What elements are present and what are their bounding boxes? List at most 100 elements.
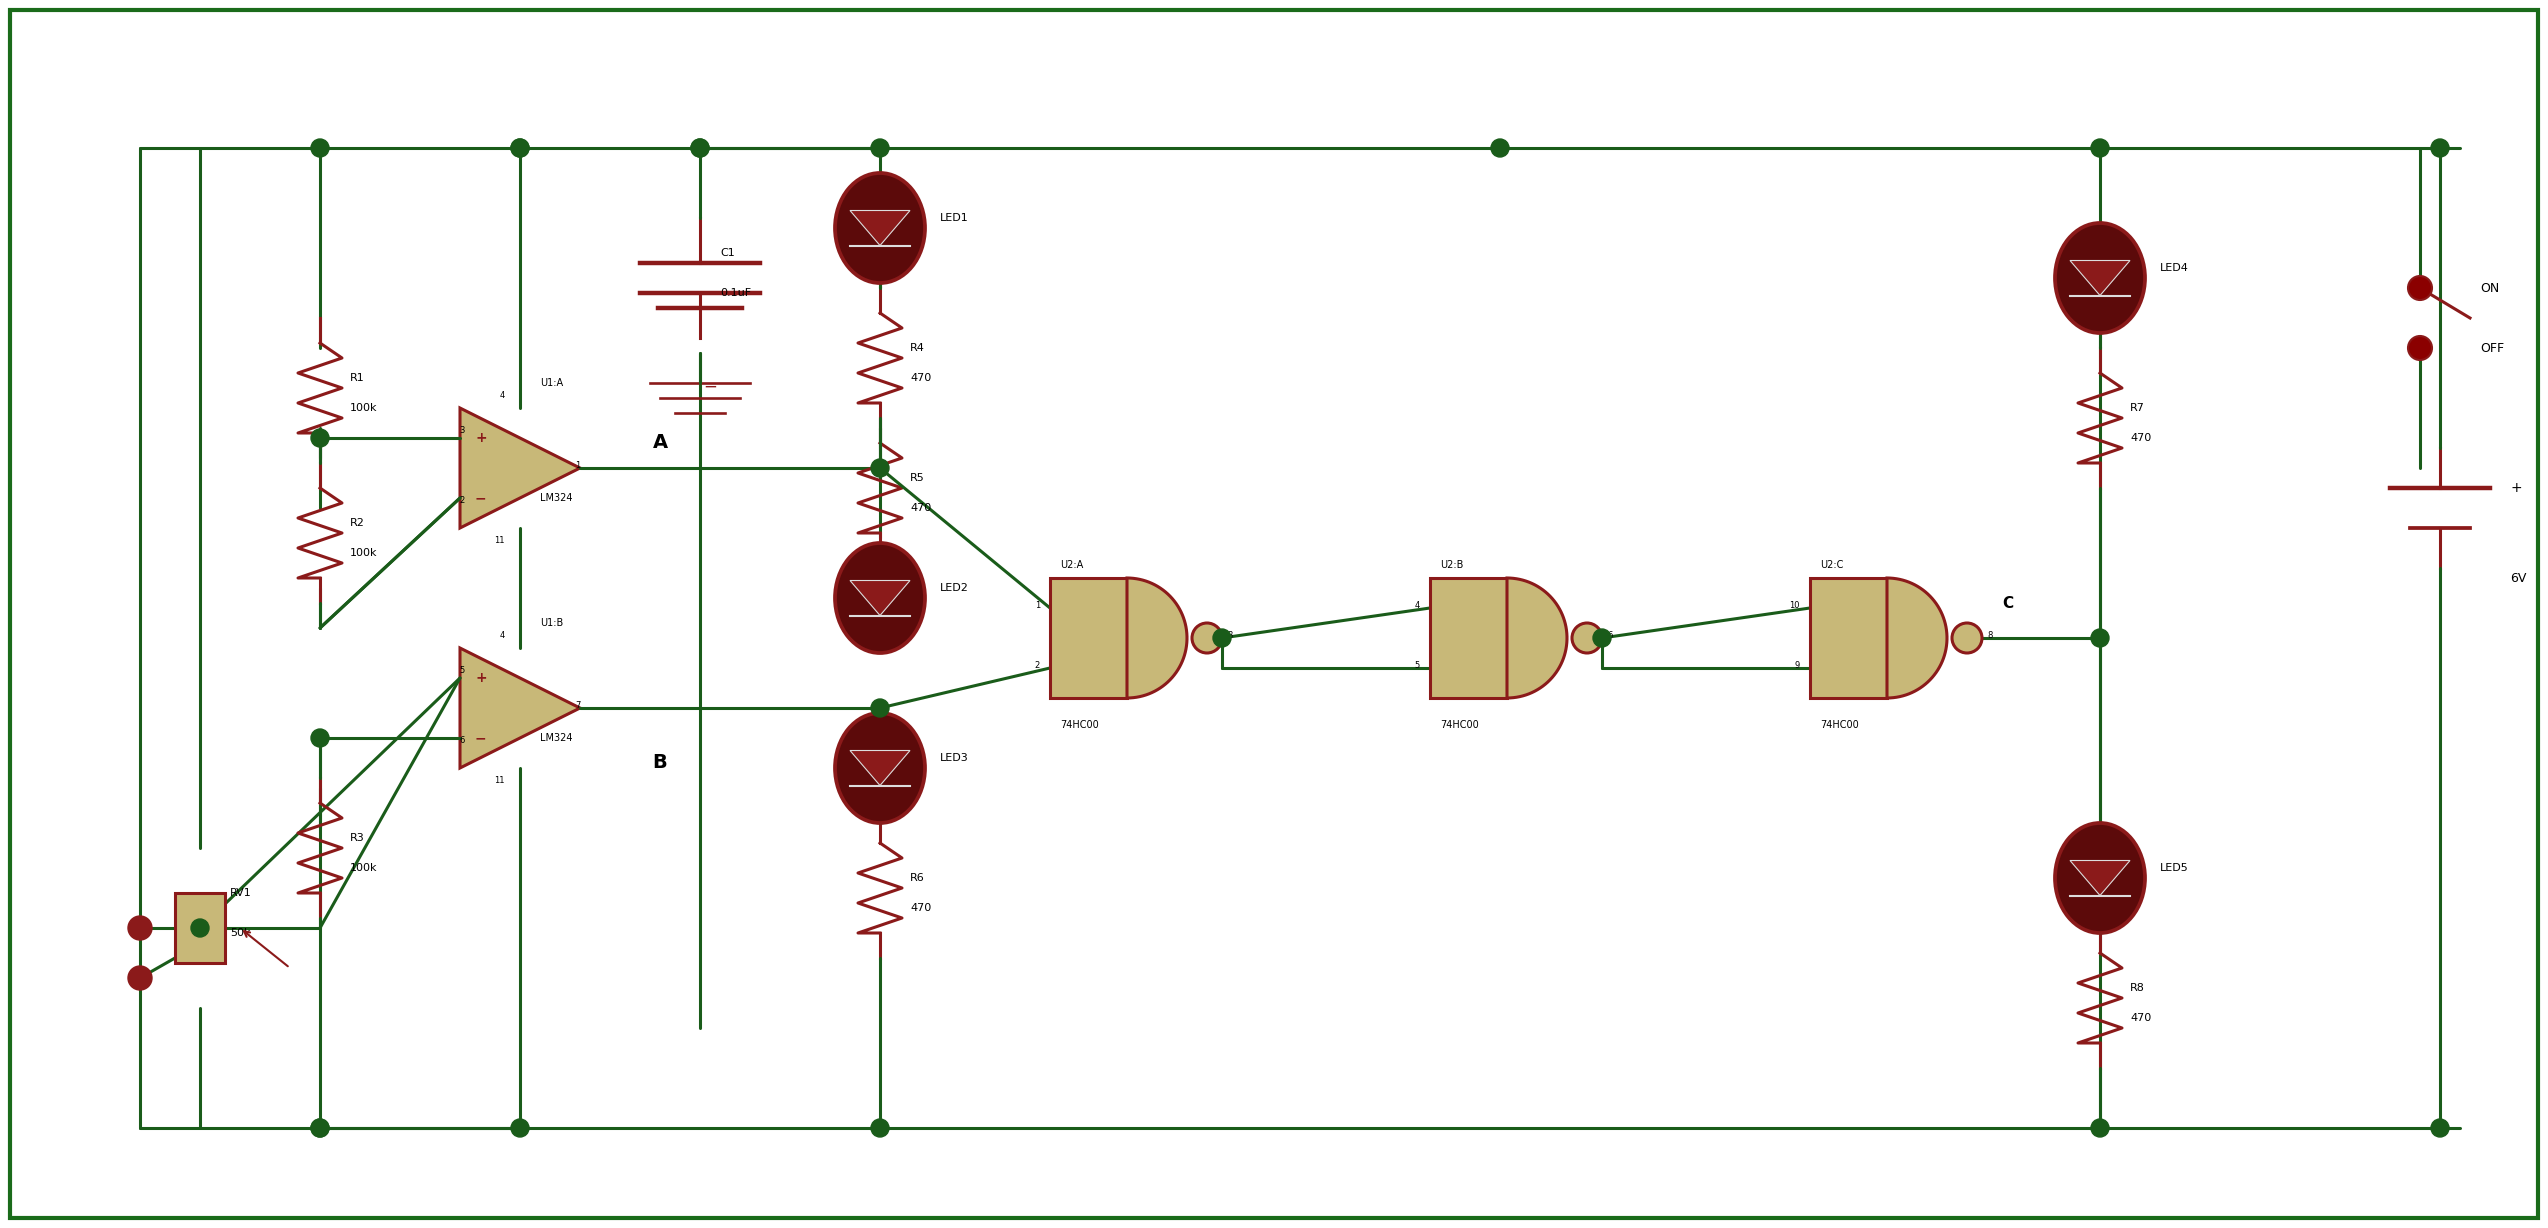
Text: 74HC00: 74HC00 bbox=[1060, 720, 1098, 729]
Text: R4: R4 bbox=[910, 343, 925, 352]
Text: −: − bbox=[474, 731, 487, 745]
Text: 5: 5 bbox=[459, 666, 464, 675]
Text: R1: R1 bbox=[349, 373, 364, 383]
Text: 100k: 100k bbox=[349, 548, 377, 558]
Polygon shape bbox=[851, 750, 910, 786]
Circle shape bbox=[311, 429, 329, 447]
Circle shape bbox=[2092, 139, 2110, 157]
Polygon shape bbox=[461, 648, 581, 768]
Circle shape bbox=[1952, 623, 1982, 653]
Text: 9: 9 bbox=[1794, 661, 1799, 670]
Circle shape bbox=[2092, 629, 2110, 647]
Text: 11: 11 bbox=[494, 776, 505, 785]
Text: 74HC00: 74HC00 bbox=[1819, 720, 1857, 729]
Text: +: + bbox=[2510, 481, 2523, 495]
Circle shape bbox=[2431, 1119, 2449, 1137]
Text: R3: R3 bbox=[349, 833, 364, 842]
Ellipse shape bbox=[836, 713, 925, 823]
Text: C: C bbox=[2003, 596, 2013, 612]
Polygon shape bbox=[1126, 578, 1187, 698]
Circle shape bbox=[1491, 139, 1508, 157]
Circle shape bbox=[2092, 1119, 2110, 1137]
Ellipse shape bbox=[836, 543, 925, 653]
Text: 3: 3 bbox=[1228, 631, 1233, 640]
Ellipse shape bbox=[2056, 823, 2145, 933]
Text: LM324: LM324 bbox=[540, 733, 573, 743]
Text: −: − bbox=[474, 491, 487, 505]
Text: 2: 2 bbox=[1034, 661, 1040, 670]
Text: ON: ON bbox=[2479, 281, 2500, 295]
Circle shape bbox=[871, 459, 889, 476]
Text: 470: 470 bbox=[910, 373, 930, 383]
Text: 470: 470 bbox=[2130, 1013, 2151, 1023]
Text: 8: 8 bbox=[1987, 631, 1993, 640]
Circle shape bbox=[191, 919, 209, 937]
Text: LM324: LM324 bbox=[540, 492, 573, 503]
Circle shape bbox=[311, 729, 329, 747]
Text: LED2: LED2 bbox=[940, 583, 968, 593]
Circle shape bbox=[1192, 623, 1223, 653]
Text: 1: 1 bbox=[1034, 600, 1040, 610]
Text: 100k: 100k bbox=[349, 863, 377, 873]
Text: LED4: LED4 bbox=[2161, 263, 2189, 273]
Polygon shape bbox=[851, 210, 910, 246]
Polygon shape bbox=[851, 581, 910, 615]
Text: LED1: LED1 bbox=[940, 212, 968, 223]
Text: 5: 5 bbox=[1414, 661, 1419, 670]
Text: 4: 4 bbox=[1414, 600, 1419, 610]
Circle shape bbox=[311, 1119, 329, 1137]
Text: 470: 470 bbox=[910, 903, 930, 912]
Text: R2: R2 bbox=[349, 518, 364, 528]
Circle shape bbox=[691, 139, 708, 157]
Circle shape bbox=[2431, 139, 2449, 157]
Circle shape bbox=[1592, 629, 1610, 647]
Circle shape bbox=[311, 1119, 329, 1137]
Text: R8: R8 bbox=[2130, 982, 2145, 993]
Text: 2: 2 bbox=[459, 496, 464, 505]
Circle shape bbox=[691, 139, 708, 157]
Circle shape bbox=[512, 139, 530, 157]
Bar bbox=[1809, 578, 1888, 698]
Text: U1:A: U1:A bbox=[540, 378, 563, 388]
Circle shape bbox=[1213, 629, 1231, 647]
Text: 11: 11 bbox=[494, 535, 505, 545]
Circle shape bbox=[2408, 276, 2431, 300]
Text: 7: 7 bbox=[576, 701, 581, 710]
Text: 6: 6 bbox=[1608, 631, 1613, 640]
Text: B: B bbox=[652, 753, 668, 772]
Text: U2:A: U2:A bbox=[1060, 560, 1083, 570]
Text: 74HC00: 74HC00 bbox=[1440, 720, 1478, 729]
Circle shape bbox=[311, 139, 329, 157]
Text: U2:B: U2:B bbox=[1440, 560, 1463, 570]
Text: U2:C: U2:C bbox=[1819, 560, 1842, 570]
Circle shape bbox=[871, 1119, 889, 1137]
Text: LED5: LED5 bbox=[2161, 863, 2189, 873]
Bar bbox=[1050, 578, 1126, 698]
Text: R6: R6 bbox=[910, 873, 925, 883]
Text: RV1: RV1 bbox=[229, 888, 252, 898]
Circle shape bbox=[127, 966, 153, 990]
Circle shape bbox=[2408, 336, 2431, 360]
Text: 6: 6 bbox=[459, 736, 464, 745]
Text: 0.1uF: 0.1uF bbox=[721, 289, 752, 298]
Text: R5: R5 bbox=[910, 473, 925, 483]
Text: 470: 470 bbox=[910, 503, 930, 513]
Text: 50k: 50k bbox=[229, 928, 250, 938]
Text: OFF: OFF bbox=[2479, 341, 2505, 355]
Text: A: A bbox=[652, 433, 668, 452]
Bar bbox=[1429, 578, 1506, 698]
Polygon shape bbox=[2069, 260, 2130, 296]
Text: 1: 1 bbox=[576, 460, 581, 470]
Polygon shape bbox=[2069, 861, 2130, 895]
Ellipse shape bbox=[2056, 223, 2145, 333]
Circle shape bbox=[512, 1119, 530, 1137]
Circle shape bbox=[871, 699, 889, 717]
Polygon shape bbox=[1888, 578, 1947, 698]
Text: 4: 4 bbox=[499, 391, 505, 400]
Circle shape bbox=[127, 916, 153, 939]
Text: 6V: 6V bbox=[2510, 571, 2528, 585]
Text: R7: R7 bbox=[2130, 403, 2145, 413]
Text: +: + bbox=[474, 431, 487, 445]
Polygon shape bbox=[1506, 578, 1567, 698]
Text: 4: 4 bbox=[499, 631, 505, 640]
